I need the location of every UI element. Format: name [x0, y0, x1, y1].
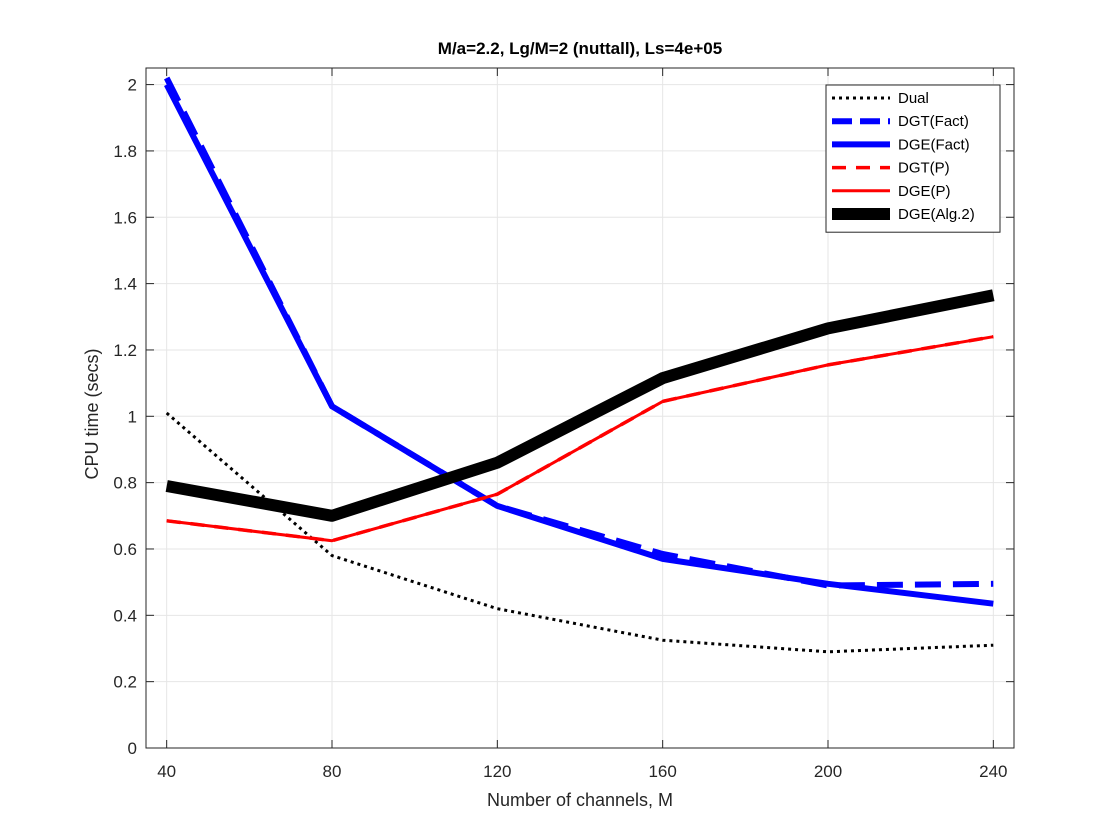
legend-box [825, 84, 1001, 233]
y-tick-label: 2 [128, 76, 137, 95]
axis-ticks: 40 80 120 160 200 240 0 0.2 0.4 0.6 0.8 1 1.2 1.4 1.6 1… [113, 68, 1014, 781]
series-line-0 [165, 411, 994, 654]
y-tick-label: 1.4 [113, 275, 137, 294]
series-line-2 [164, 83, 994, 607]
y-tick-label: 1 [128, 407, 137, 426]
legend-label: Dual [898, 90, 929, 107]
x-tick-label: 160 [648, 762, 676, 781]
axes-box [145, 67, 1015, 749]
series-line-4 [166, 335, 994, 543]
x-axis-label: Number of channels, M [487, 790, 673, 810]
x-tick-label: 200 [814, 762, 842, 781]
legend-label: DGE(P) [898, 183, 951, 200]
series-line-5 [165, 289, 995, 522]
x-tick-label: 240 [979, 762, 1007, 781]
legend-label: DGE(Fact) [898, 136, 970, 153]
y-tick-label: 1.2 [113, 341, 137, 360]
chart-title: M/a=2.2, Lg/M=2 (nuttall), Ls=4e+05 [438, 39, 722, 58]
y-tick-label: 0.6 [113, 540, 137, 559]
legend: Dual DGT(Fact) DGE(Fact) DGT(P) DGE(P) DGE(Al… [825, 84, 1001, 233]
y-tick-label: 0.2 [113, 673, 137, 692]
grid-lines [146, 68, 1014, 749]
legend-label: DGT(P) [898, 160, 950, 177]
x-tick-label: 80 [323, 762, 342, 781]
y-tick-label: 0.4 [113, 606, 137, 625]
plot-series [164, 76, 995, 654]
legend-label: DGE(Alg.2) [898, 206, 975, 223]
y-tick-label: 0 [128, 739, 137, 758]
legend-label: DGT(Fact) [898, 113, 969, 130]
x-tick-label: 120 [483, 762, 511, 781]
y-tick-label: 1.8 [113, 142, 137, 161]
y-axis-label: CPU time (secs) [82, 348, 102, 479]
y-tick-label: 0.8 [113, 474, 137, 493]
y-tick-label: 1.6 [113, 208, 137, 227]
x-tick-label: 40 [157, 762, 176, 781]
